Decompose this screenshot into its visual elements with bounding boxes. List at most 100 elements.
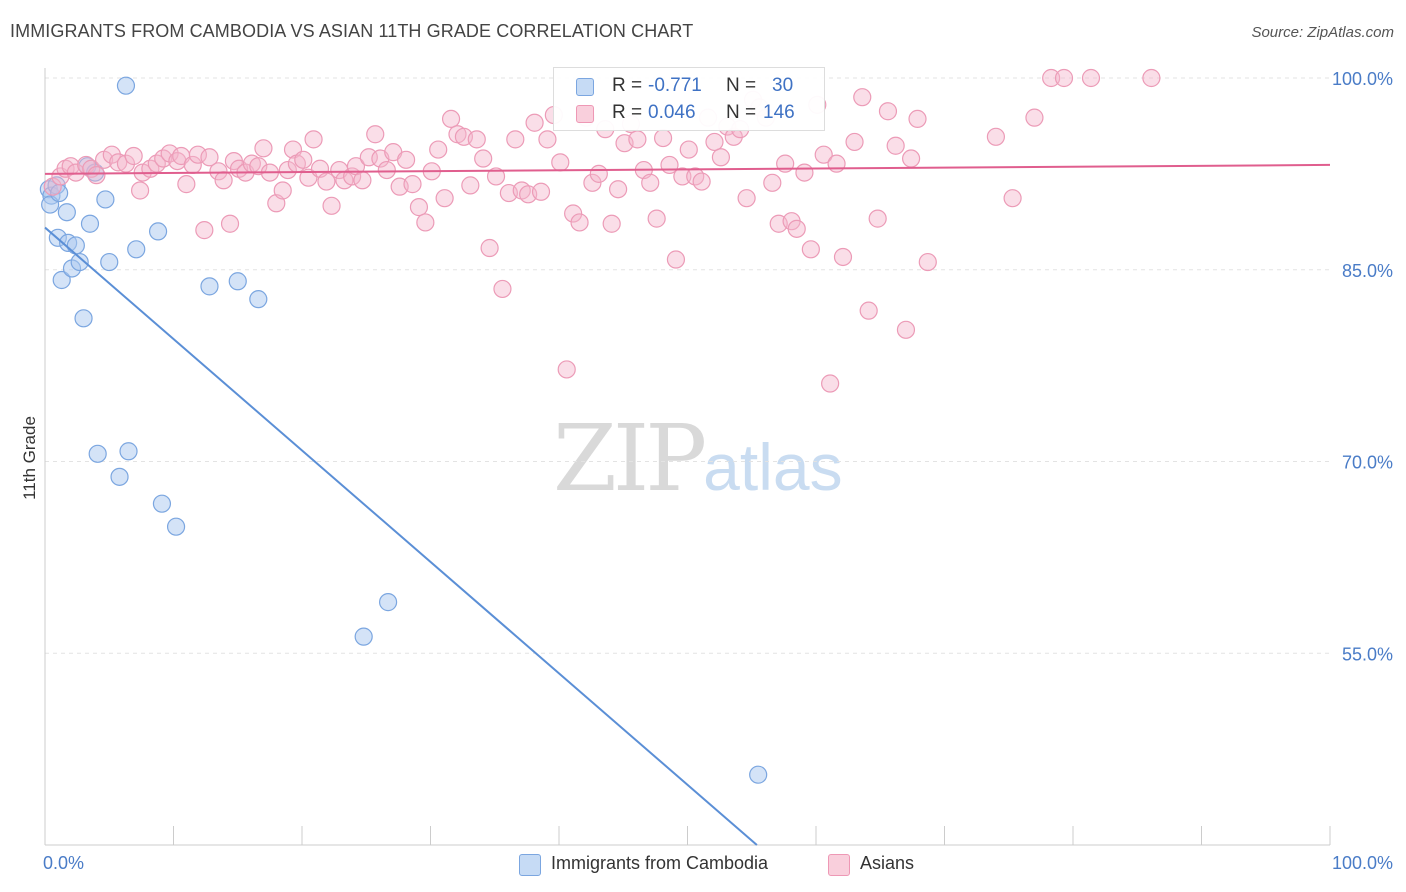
data-point-asians	[467, 130, 486, 149]
bottom-legend-swatch-asians	[828, 854, 850, 876]
data-point-asians	[416, 213, 435, 232]
data-point-asians	[538, 130, 557, 149]
data-point-asians	[908, 109, 927, 129]
data-point-asians	[209, 162, 228, 181]
data-point-asians	[896, 320, 916, 339]
data-point-asians	[647, 209, 666, 228]
data-point-cambodia	[88, 444, 107, 463]
tick-labels: 100.0% 85.0% 70.0% 55.0% 0.0% 100.0%	[43, 69, 1393, 873]
x-tick-label: 100.0%	[1332, 853, 1393, 873]
data-point-asians	[1142, 68, 1161, 88]
data-point-asians	[409, 198, 429, 217]
data-point-asians	[878, 102, 898, 121]
data-point-cambodia	[57, 203, 76, 222]
data-point-asians	[1042, 68, 1061, 88]
data-point-asians	[160, 144, 179, 163]
data-point-cambodia	[116, 76, 136, 95]
data-point-asians	[254, 139, 273, 158]
watermark-atlas: atlas	[703, 430, 843, 504]
data-point-asians	[609, 180, 628, 199]
watermark: ZIPatlas	[553, 405, 843, 512]
trend-line-asians	[44, 163, 1331, 175]
data-point-asians	[583, 173, 602, 192]
data-point-asians	[353, 171, 372, 190]
trend-lines	[44, 163, 1331, 846]
y-tick-label: 100.0%	[1332, 69, 1393, 89]
legend-r-label: R =	[612, 75, 643, 96]
data-point-cambodia	[52, 270, 71, 290]
data-point-asians	[1054, 68, 1074, 88]
data-point-asians	[1025, 108, 1044, 127]
legend-swatch-asians	[576, 105, 594, 123]
data-point-cambodia	[74, 309, 93, 328]
legend-r-value: 0.046	[648, 102, 696, 123]
data-point-asians	[525, 113, 544, 132]
data-point-cambodia	[354, 627, 373, 646]
chart-source: Source: ZipAtlas.com	[1251, 24, 1394, 41]
legend-row-asians: R = 0.046 N = 146	[554, 101, 824, 127]
data-point-asians	[294, 150, 313, 169]
data-point-asians	[853, 88, 872, 107]
data-point-asians	[886, 136, 905, 155]
data-point-asians	[461, 176, 480, 195]
trend-line-cambodia	[44, 226, 758, 846]
axes	[44, 68, 1331, 846]
data-point-asians	[641, 173, 660, 192]
data-point-asians	[821, 374, 840, 393]
x-tick-label: 0.0%	[43, 853, 84, 873]
data-point-asians	[200, 148, 219, 167]
data-point-asians	[188, 145, 208, 164]
data-point-asians	[845, 132, 864, 152]
data-point-asians	[570, 213, 589, 232]
data-point-asians	[486, 167, 506, 186]
data-point-cambodia	[200, 277, 219, 296]
data-point-asians	[901, 149, 921, 168]
data-point-asians	[868, 209, 887, 228]
data-point-asians	[1003, 189, 1022, 208]
data-point-asians	[986, 127, 1006, 146]
data-point-cambodia	[80, 214, 100, 233]
data-point-asians	[918, 252, 937, 272]
data-point-asians	[124, 146, 143, 166]
data-point-asians	[551, 153, 570, 172]
data-point-asians	[429, 140, 448, 159]
data-point-asians	[43, 177, 62, 196]
data-point-cambodia	[749, 765, 768, 784]
data-point-asians	[317, 172, 336, 191]
legend-r-value: -0.771	[648, 75, 702, 96]
legend-row-cambodia: R = -0.771 N = 30	[554, 74, 824, 100]
data-point-cambodia	[148, 222, 168, 241]
data-point-asians	[441, 109, 461, 129]
data-point-asians	[220, 214, 240, 233]
data-point-asians	[493, 279, 512, 299]
legend-swatch-cambodia	[576, 78, 594, 96]
data-point-cambodia	[70, 252, 89, 272]
data-point-asians	[787, 219, 806, 238]
data-point-asians	[628, 130, 647, 149]
chart-title: IMMIGRANTS FROM CAMBODIA VS ASIAN 11TH G…	[10, 21, 694, 41]
data-point-asians	[557, 360, 576, 379]
bottom-legend-label-asians: Asians	[860, 853, 915, 873]
data-point-asians	[506, 130, 525, 149]
series-asians	[43, 68, 1161, 393]
data-point-asians	[474, 149, 493, 168]
data-point-asians	[679, 140, 698, 159]
data-point-asians	[109, 153, 128, 172]
data-point-cambodia	[66, 236, 85, 255]
data-point-cambodia	[96, 190, 115, 209]
data-point-asians	[531, 182, 551, 201]
data-point-cambodia	[228, 272, 247, 291]
data-point-asians	[833, 247, 853, 267]
data-point-asians	[589, 164, 608, 183]
legend-n-value: 30	[772, 75, 794, 96]
data-point-asians	[737, 189, 756, 208]
data-point-asians	[66, 163, 85, 182]
data-point-asians	[249, 157, 268, 176]
bottom-legend-swatch-cambodia	[519, 854, 541, 876]
data-point-asians	[859, 301, 878, 320]
data-point-asians	[214, 171, 233, 190]
data-point-cambodia	[119, 442, 138, 461]
data-point-asians	[480, 238, 499, 258]
y-tick-label: 55.0%	[1342, 644, 1393, 664]
